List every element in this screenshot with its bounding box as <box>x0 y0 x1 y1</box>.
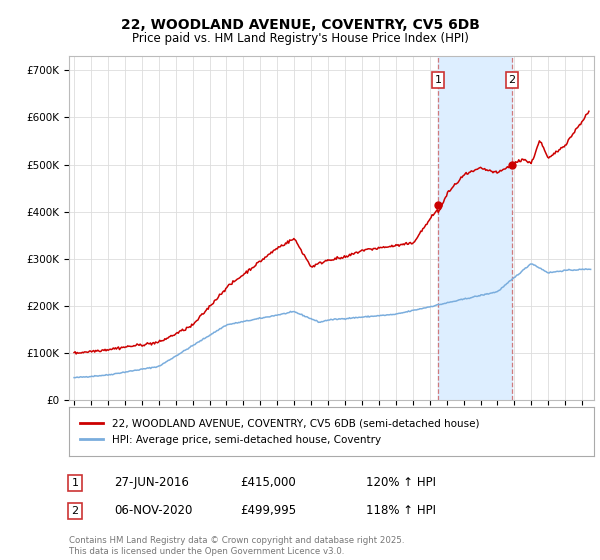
Text: 2: 2 <box>71 506 79 516</box>
Text: £499,995: £499,995 <box>240 504 296 517</box>
Bar <box>438 56 512 400</box>
Text: Price paid vs. HM Land Registry's House Price Index (HPI): Price paid vs. HM Land Registry's House … <box>131 32 469 45</box>
Text: 2: 2 <box>508 75 515 85</box>
Text: 120% ↑ HPI: 120% ↑ HPI <box>366 476 436 489</box>
Text: 27-JUN-2016: 27-JUN-2016 <box>114 476 189 489</box>
Text: Contains HM Land Registry data © Crown copyright and database right 2025.
This d: Contains HM Land Registry data © Crown c… <box>69 536 404 556</box>
Text: 22, WOODLAND AVENUE, COVENTRY, CV5 6DB: 22, WOODLAND AVENUE, COVENTRY, CV5 6DB <box>121 18 479 32</box>
Text: 1: 1 <box>71 478 79 488</box>
Text: £415,000: £415,000 <box>240 476 296 489</box>
Text: 1: 1 <box>434 75 442 85</box>
Text: 06-NOV-2020: 06-NOV-2020 <box>114 504 193 517</box>
Text: 118% ↑ HPI: 118% ↑ HPI <box>366 504 436 517</box>
Legend: 22, WOODLAND AVENUE, COVENTRY, CV5 6DB (semi-detached house), HPI: Average price: 22, WOODLAND AVENUE, COVENTRY, CV5 6DB (… <box>74 413 485 451</box>
